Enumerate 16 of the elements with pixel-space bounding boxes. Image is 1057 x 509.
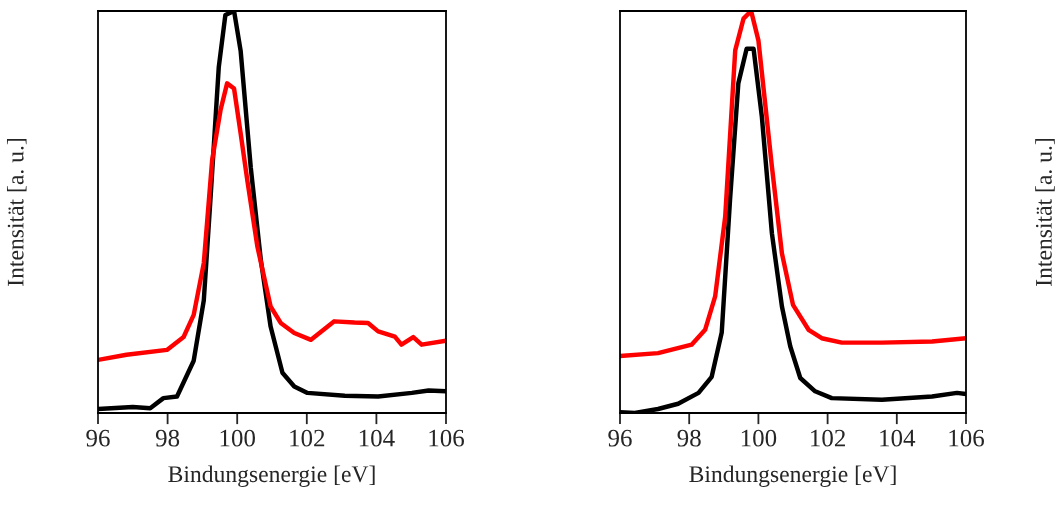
x-axis-title: Bindungsenergie [eV] — [168, 465, 375, 488]
x-tick-label: 106 — [429, 429, 464, 447]
x-tick-label: 100 — [220, 429, 255, 447]
x-tick-label: 98 — [155, 429, 180, 447]
x-tick-label: 104 — [359, 429, 395, 447]
x-tick-label: 98 — [677, 429, 701, 447]
x-tick-label: 96 — [608, 429, 632, 447]
x-tick-label: 102 — [290, 429, 325, 447]
x-axis-title: Bindungsenergie [eV] — [689, 465, 896, 488]
y-axis-title: Intensität [a. u.] — [1035, 139, 1055, 286]
x-tick-label: 106 — [949, 429, 984, 447]
x-tick-label: 104 — [880, 429, 916, 447]
x-tick-label: 96 — [86, 429, 110, 447]
x-tick-label: 100 — [741, 429, 777, 447]
y-axis-title: Intensität [a. u.] — [6, 139, 27, 286]
x-tick-label: 102 — [811, 429, 845, 447]
